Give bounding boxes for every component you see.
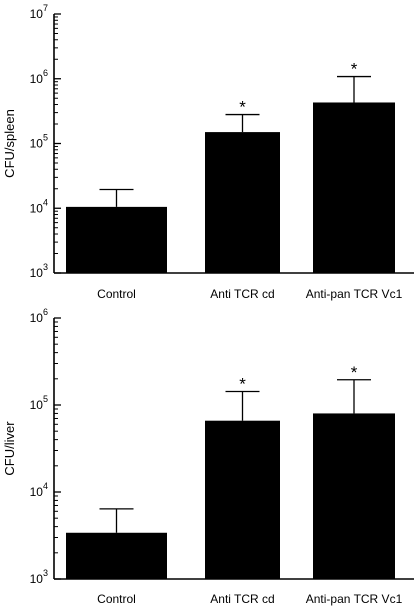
x-category-label: Control: [97, 592, 136, 606]
chart-panel-1: 103 104 105 106 107 CFU/spleen Control * Anti TC…: [2, 3, 414, 301]
y-tick-label: 103: [30, 568, 48, 586]
y-tick-label: 105: [30, 133, 48, 151]
bar: [205, 420, 280, 579]
bar: [66, 532, 167, 579]
x-category-label: Anti TCR cd: [210, 287, 274, 301]
x-category-label: Control: [97, 287, 136, 301]
chart-panel-2: 103 104 105 106 CFU/liver Control * Anti TCR cd…: [2, 307, 414, 606]
bar: [313, 413, 395, 579]
y-tick-label: 106: [30, 307, 48, 325]
x-category-label: Anti TCR cd: [210, 592, 274, 606]
bar: [205, 132, 280, 273]
significance-mark: *: [351, 363, 358, 382]
significance-mark: *: [351, 60, 358, 79]
significance-mark: *: [239, 374, 246, 393]
x-category-label: Anti-pan TCR Vc1: [306, 592, 403, 606]
y-tick-label: 104: [30, 197, 48, 215]
y-tick-label: 104: [30, 481, 48, 499]
y-tick-label: 103: [30, 262, 48, 280]
significance-mark: *: [239, 98, 246, 117]
x-category-label: Anti-pan TCR Vc1: [306, 287, 403, 301]
y-tick-label: 107: [30, 3, 48, 21]
y-axis-label: CFU/liver: [2, 421, 17, 476]
bar: [313, 102, 395, 274]
y-tick-label: 105: [30, 394, 48, 412]
bar: [66, 206, 167, 273]
y-tick-label: 106: [30, 68, 48, 86]
y-axis-label: CFU/spleen: [2, 109, 17, 178]
